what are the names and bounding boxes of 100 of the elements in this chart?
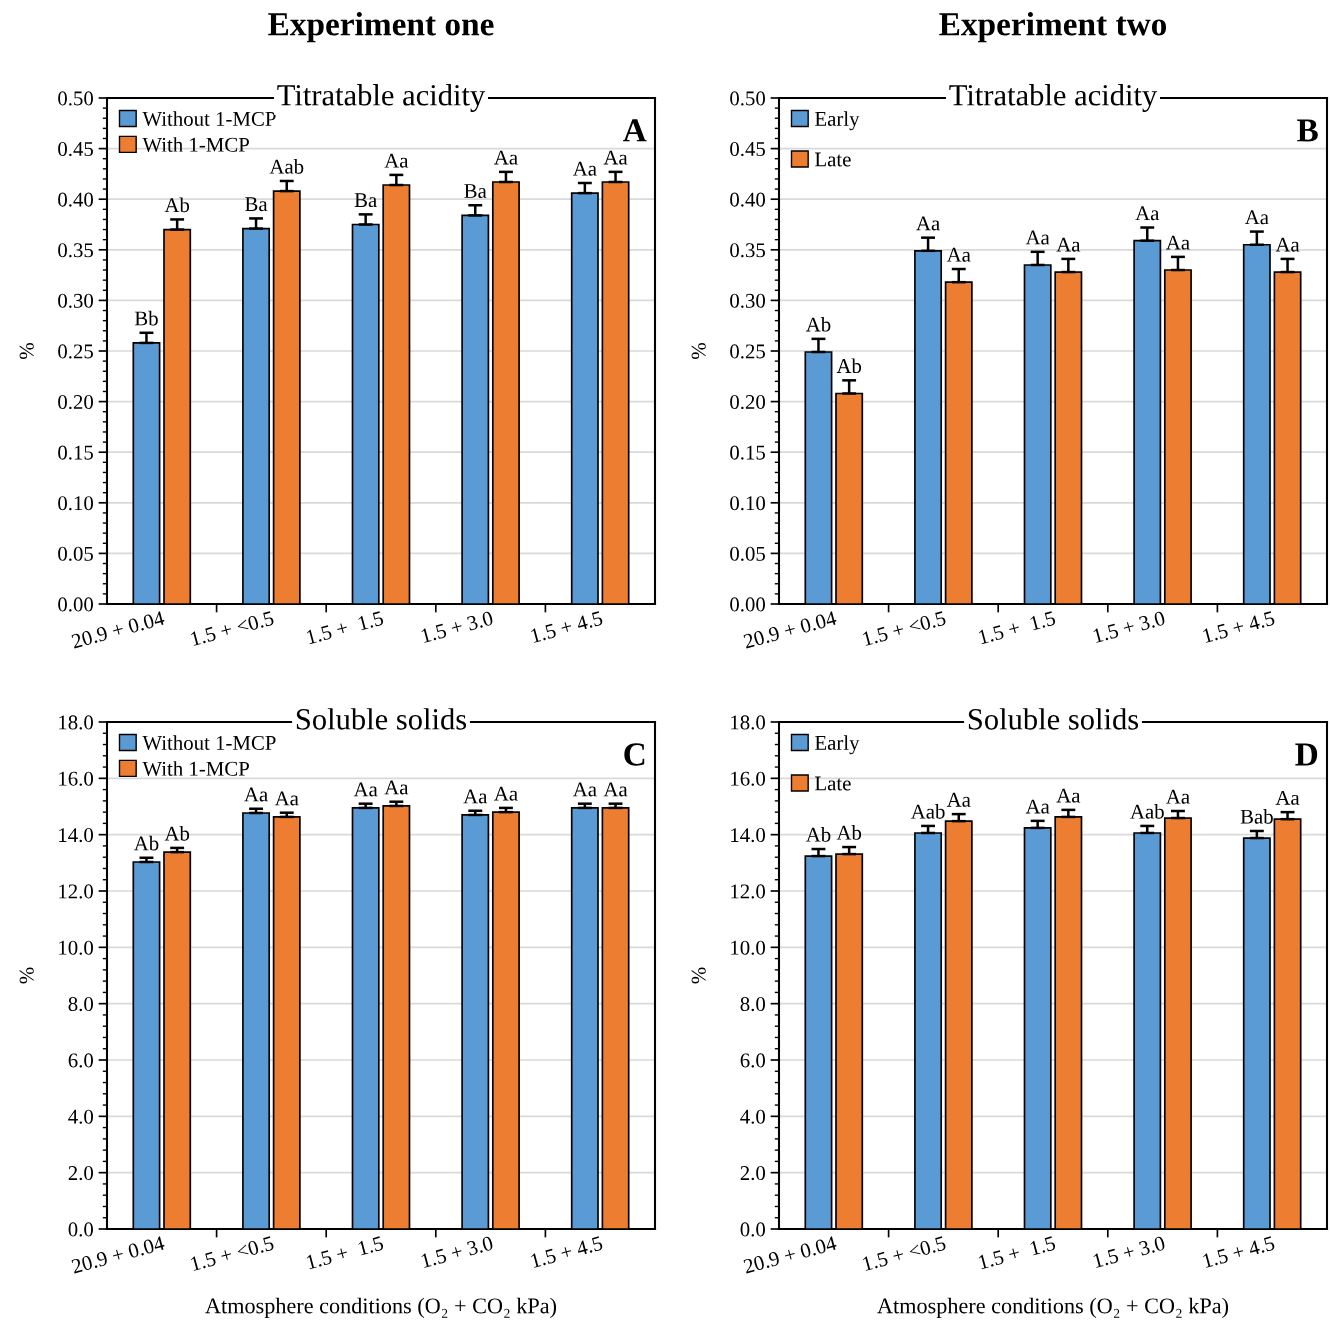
legend-label: Without 1-MCP [142, 111, 276, 127]
y-tick-label: 8.0 [740, 997, 766, 1012]
data-label: Aa [1275, 790, 1300, 805]
y-tick-label: 0.00 [730, 597, 766, 612]
y-tick-label: 14.0 [731, 828, 766, 843]
data-label: Aa [1025, 230, 1050, 245]
data-label: Aa [916, 216, 940, 231]
data-label: Aa [1275, 237, 1300, 252]
x-axis-title: Atmosphere conditions (O₂ + CO₂ kPa) [205, 1297, 557, 1318]
y-tick-label: 18.0 [59, 715, 94, 730]
data-label: Aa [1135, 206, 1160, 221]
y-tick-label: 0.10 [730, 496, 766, 511]
data-label: Ab [805, 827, 831, 842]
annotation: D [1295, 743, 1318, 766]
data-label: Aa [946, 792, 971, 807]
annotation: C [624, 743, 645, 766]
y-tick-label: 0.35 [730, 243, 765, 258]
data-label: Aa [572, 782, 597, 797]
y-tick-label: 0.30 [58, 293, 94, 308]
y-tick-label: 10.0 [59, 940, 94, 955]
y-axis-title: % [19, 343, 34, 359]
legend-label: Early [815, 735, 860, 755]
y-tick-label: 12.0 [731, 884, 766, 899]
data-label: Aa [274, 791, 299, 806]
y-tick-label: 0.15 [730, 445, 765, 460]
y-tick-label: 0.0 [740, 1222, 766, 1237]
y-tick-label: 8.0 [68, 997, 94, 1012]
y-tick-label: 0.05 [730, 546, 765, 561]
x-tick-label: 1.5 + 1.5 [306, 1235, 385, 1270]
data-label: Ab [805, 316, 831, 332]
y-tick-label: 4.0 [740, 1109, 766, 1124]
y-tick-label: 0.25 [730, 344, 765, 359]
data-label: Aa [1166, 789, 1190, 804]
y-tick-label: 2.0 [68, 1166, 94, 1181]
y-axis-title: % [691, 967, 706, 984]
y-tick-label: 6.0 [68, 1053, 94, 1068]
x-tick-label: 1.5 + <0.5 [862, 1235, 947, 1272]
y-tick-label: 0.40 [730, 192, 766, 207]
y-tick-label: 0.25 [58, 344, 93, 359]
chart-title: Soluble solids [296, 708, 467, 730]
y-tick-label: 0.50 [58, 91, 94, 106]
data-label: Aa [603, 150, 628, 165]
text: Experiment one [268, 12, 494, 43]
x-tick-label: 1.5 + <0.5 [190, 610, 275, 647]
x-tick-label: 1.5 + 1.5 [978, 610, 1057, 645]
data-label: Ab [836, 825, 862, 840]
y-tick-label: 0.35 [58, 243, 93, 258]
legend-label: With 1-MCP [142, 761, 249, 776]
text: Experiment two [939, 12, 1167, 43]
data-label: Aa [1056, 237, 1081, 252]
x-tick-label: 1.5 + 1.5 [306, 610, 385, 645]
data-label: Ba [464, 184, 487, 198]
chart-title: Soluble solids [968, 708, 1139, 730]
chart-title: Titratable acidity [949, 84, 1158, 112]
legend-label: Without 1-MCP [142, 735, 276, 751]
data-label: Ab [133, 835, 159, 851]
data-label: Aa [1244, 210, 1269, 225]
x-tick-label: 1.5 + 4.5 [1202, 610, 1276, 644]
x-tick-label: 1.5 + 1.5 [978, 1235, 1057, 1270]
data-label: Aa [1025, 799, 1050, 814]
x-tick-label: 1.5 + <0.5 [190, 1235, 275, 1272]
data-label: Aa [494, 150, 518, 165]
data-label: Aa [244, 787, 268, 802]
data-label: Ba [245, 197, 268, 212]
data-label: Aa [603, 782, 628, 797]
data-label: Bb [134, 310, 158, 326]
x-tick-label: 1.5 + 4.5 [530, 1235, 604, 1269]
y-tick-label: 18.0 [731, 715, 766, 730]
data-label: Aa [353, 782, 378, 797]
data-label: Aa [572, 161, 597, 176]
legend-label: Late [815, 152, 851, 167]
data-label: Aa [946, 247, 971, 262]
data-label: Aab [1130, 804, 1164, 819]
x-tick-label: 1.5 + <0.5 [862, 610, 947, 647]
y-tick-label: 0.50 [730, 91, 766, 106]
data-label: Ab [164, 825, 190, 841]
data-label: Ba [354, 193, 377, 208]
x-axis-title: Atmosphere conditions (O₂ + CO₂ kPa) [877, 1297, 1229, 1318]
legend-label: Early [815, 111, 860, 131]
y-tick-label: 0.15 [58, 445, 93, 460]
chart-title: Titratable acidity [277, 84, 486, 112]
legend-label: Late [815, 776, 851, 791]
data-label: Aa [1056, 788, 1081, 803]
annotation: B [1297, 119, 1318, 142]
y-tick-label: 0.20 [730, 394, 766, 410]
data-label: Aa [494, 786, 518, 801]
data-label: Ab [164, 197, 190, 213]
y-tick-label: 0.40 [58, 192, 94, 207]
x-tick-label: 1.5 + 4.5 [1202, 1235, 1276, 1269]
data-label: Aa [463, 789, 488, 804]
y-tick-label: 0.00 [58, 597, 94, 612]
y-tick-label: 14.0 [59, 828, 94, 843]
y-tick-label: 0.30 [730, 293, 766, 308]
y-tick-label: 0.20 [58, 394, 94, 410]
data-label: Aab [910, 804, 945, 819]
data-label: Aa [1166, 235, 1190, 250]
legend-label: With 1-MCP [142, 137, 249, 152]
x-tick-label: 1.5 + 3.0 [1092, 610, 1166, 644]
y-tick-label: 0.0 [68, 1222, 94, 1237]
y-tick-label: 0.10 [58, 496, 94, 511]
